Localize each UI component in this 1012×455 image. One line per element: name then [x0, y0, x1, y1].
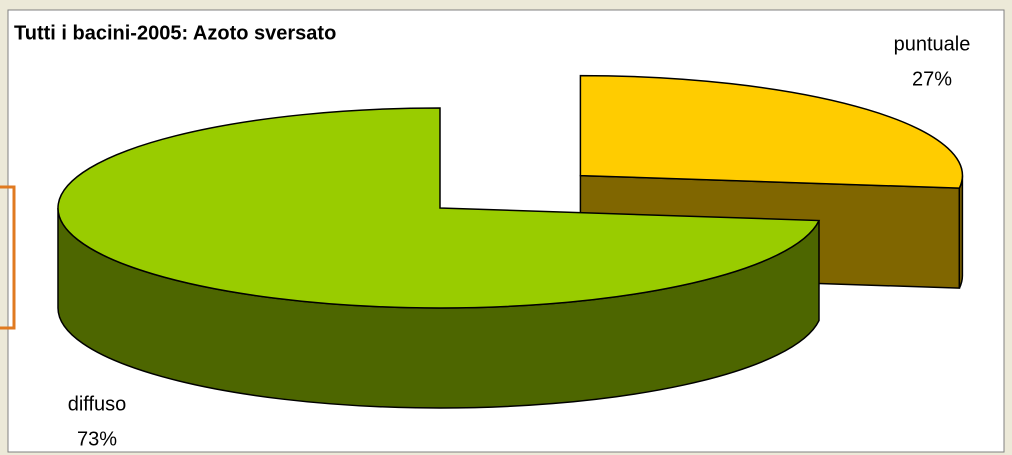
- pie: [57, 74, 964, 409]
- slice-label: puntuale: [894, 33, 971, 55]
- slice: [57, 107, 821, 309]
- slice-side: [958, 175, 964, 289]
- slice-value-label: 27%: [912, 68, 952, 90]
- slice: [579, 74, 964, 189]
- slice-label: diffuso: [68, 393, 127, 415]
- chart-title: Tutti i bacini-2005: Azoto sversato: [14, 22, 336, 44]
- selection-bracket: [0, 185, 16, 330]
- slice-value-label: 73%: [77, 428, 117, 450]
